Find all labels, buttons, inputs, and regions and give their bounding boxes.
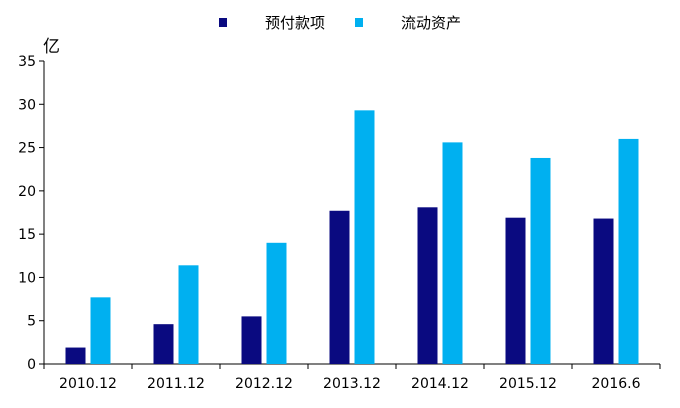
y-axis: 0 5 10 15 20 25 30 35 [18, 54, 45, 373]
x-tick-label: 2015.12 [499, 376, 557, 392]
y-axis-unit-label: 亿 [43, 37, 60, 57]
y-tick-label: 15 [18, 227, 36, 243]
x-axis: 2010.12 2011.12 2012.12 2013.12 2014.12 2015.… [43, 363, 661, 392]
bars [65, 110, 639, 365]
bar-current-assets [618, 138, 639, 364]
bar-prepayments [65, 347, 86, 364]
y-tick-label: 0 [27, 357, 36, 373]
legend-label-current-assets: 流动资产 [401, 14, 461, 32]
y-tick-label: 5 [27, 314, 36, 330]
y-tick-label: 20 [18, 184, 36, 200]
x-tick-label: 2013.12 [323, 376, 381, 392]
bar-prepayments [593, 218, 614, 364]
x-tick-label: 2012.12 [235, 376, 293, 392]
bar-current-assets [530, 157, 551, 364]
legend: 预付款项 流动资产 [219, 14, 461, 32]
bar-current-assets [354, 110, 375, 365]
y-tick-label: 35 [18, 54, 36, 70]
bar-current-assets [442, 142, 463, 364]
x-tick-label: 2010.12 [59, 376, 117, 392]
legend-label-prepayments: 预付款项 [265, 14, 325, 32]
y-tick-label: 30 [18, 97, 36, 113]
bar-prepayments [417, 207, 438, 364]
bar-prepayments [241, 316, 262, 364]
bar-prepayments [153, 324, 174, 364]
bar-current-assets [178, 265, 199, 364]
bar-current-assets [266, 242, 287, 364]
x-tick-label: 2014.12 [411, 376, 469, 392]
x-tick-label: 2011.12 [147, 376, 205, 392]
y-tick-label: 10 [18, 270, 36, 286]
legend-swatch-prepayments [219, 18, 227, 27]
bar-current-assets [90, 297, 111, 364]
bar-prepayments [505, 217, 526, 364]
bar-prepayments [329, 210, 350, 364]
legend-swatch-current-assets [355, 18, 363, 27]
x-tick-label: 2016.6 [592, 376, 641, 392]
y-tick-label: 25 [18, 141, 36, 157]
